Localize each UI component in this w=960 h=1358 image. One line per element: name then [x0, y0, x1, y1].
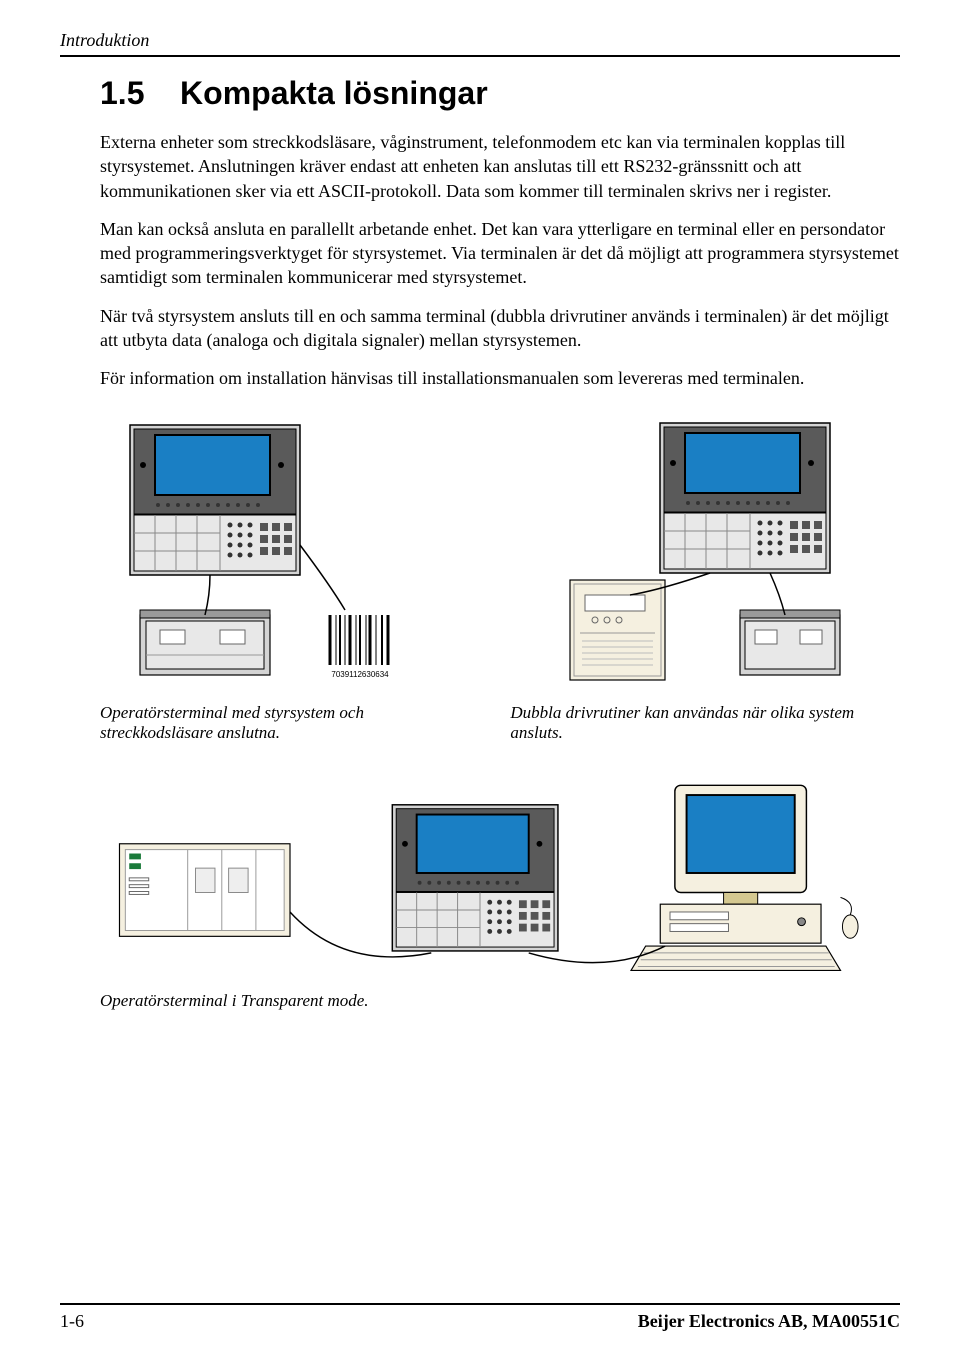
caption-row-1: Operatörsterminal med styrsystem och str…: [100, 703, 860, 743]
paragraph-1: Externa enheter som streckkodsläsare, vå…: [100, 130, 900, 203]
svg-text:7039112630634: 7039112630634: [331, 670, 389, 679]
diagram-terminal-barcode: 7039112630634: [110, 415, 430, 695]
caption-3: Operatörsterminal i Transparent mode.: [100, 991, 860, 1011]
diagram-row-2: [100, 763, 860, 983]
page-header: Introduktion: [60, 30, 900, 57]
caption-1: Operatörsterminal med styrsystem och str…: [100, 703, 450, 743]
diagram-row-1: 7039112630634: [100, 415, 860, 695]
section-title: 1.5 Kompakta lösningar: [100, 75, 900, 112]
diagram-transparent-mode: [100, 763, 860, 983]
paragraph-2: Man kan också ansluta en parallellt arbe…: [100, 217, 900, 290]
caption-row-2: Operatörsterminal i Transparent mode.: [100, 991, 860, 1011]
computer-icon: [631, 785, 858, 970]
section-heading: Kompakta lösningar: [180, 75, 488, 111]
page-footer: 1-6 Beijer Electronics AB, MA00551C: [60, 1303, 900, 1332]
barcode-icon: 7039112630634: [330, 615, 389, 679]
plc-icon: [119, 843, 290, 936]
page-number: 1-6: [60, 1311, 84, 1332]
section-number: 1.5: [100, 75, 144, 111]
footer-company: Beijer Electronics AB, MA00551C: [638, 1311, 900, 1332]
paragraph-3: När två styrsystem ansluts till en och s…: [100, 304, 900, 353]
paragraph-4: För information om installation hänvisas…: [100, 366, 900, 390]
drive-unit-icon: [570, 580, 665, 680]
diagram-dual-drivers: [450, 415, 850, 695]
caption-2: Dubbla drivrutiner kan användas när olik…: [510, 703, 860, 743]
